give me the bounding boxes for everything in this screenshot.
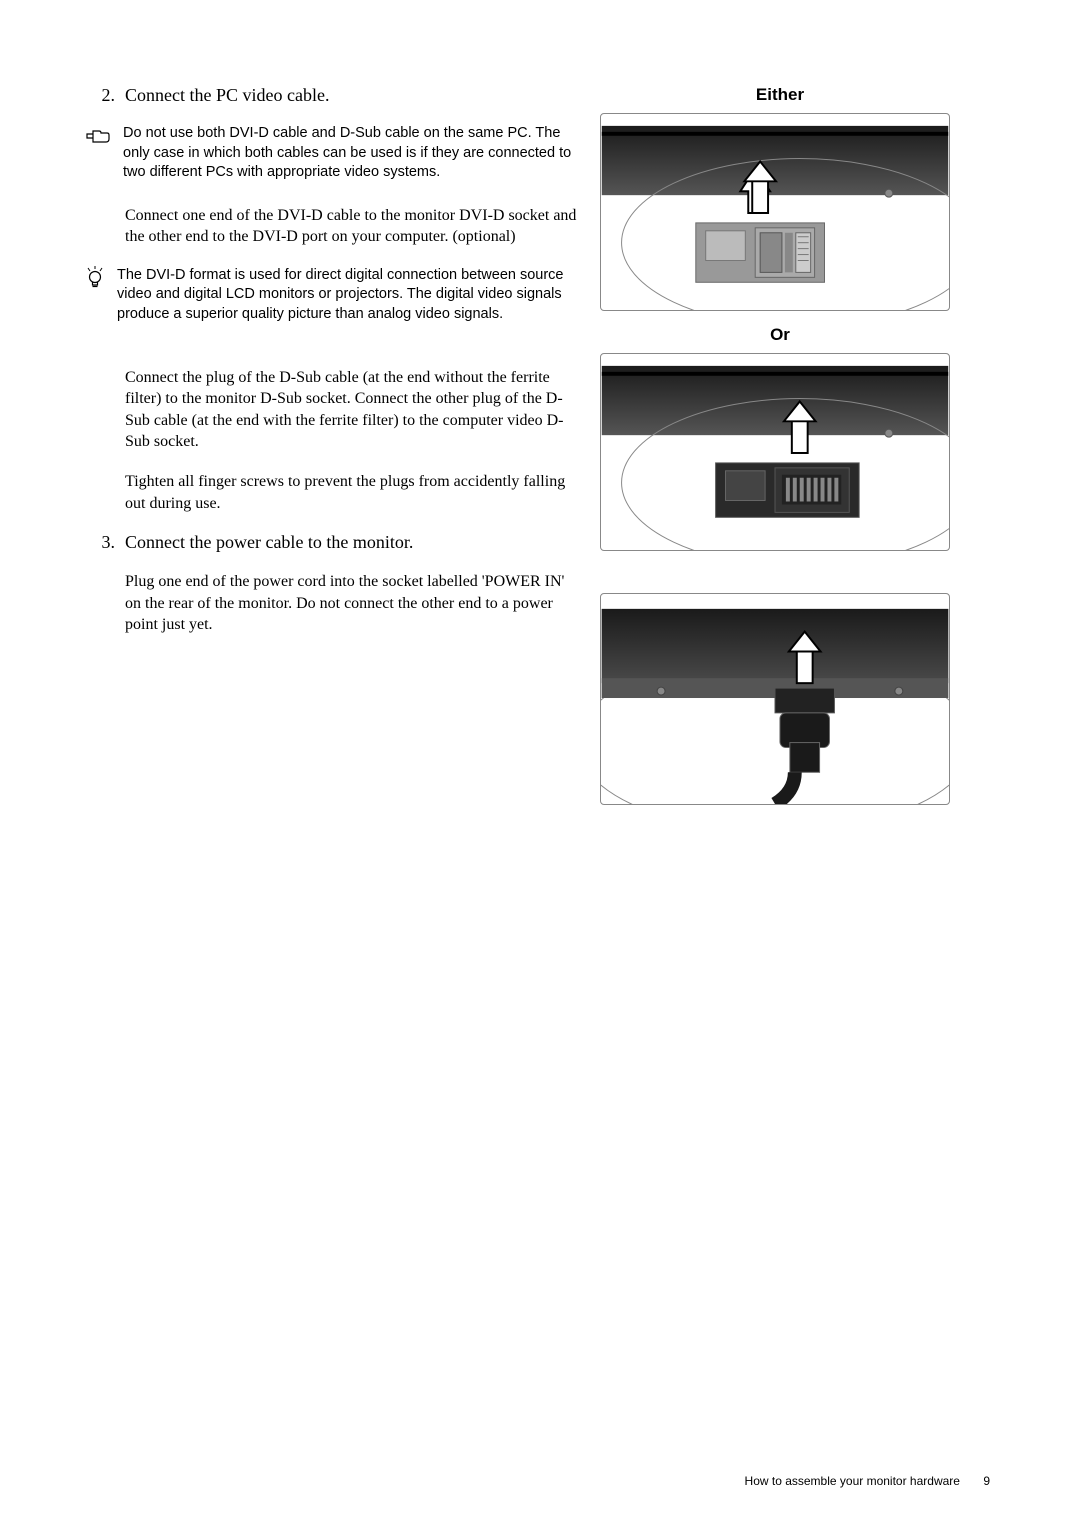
content-wrapper: 2. Connect the PC video cable. Do not us… bbox=[90, 85, 990, 819]
hand-point-icon bbox=[85, 126, 111, 146]
body-tighten-instruction: Tighten all finger screws to prevent the… bbox=[125, 471, 580, 514]
note-caution-text: Do not use both DVI-D cable and D-Sub ca… bbox=[123, 124, 580, 183]
note-tip: The DVI-D format is used for direct digi… bbox=[85, 266, 580, 325]
step-2-title: Connect the PC video cable. bbox=[125, 85, 329, 106]
body-dsub-instruction: Connect the plug of the D-Sub cable (at … bbox=[125, 367, 580, 453]
left-column: 2. Connect the PC video cable. Do not us… bbox=[90, 85, 580, 819]
note-tip-text: The DVI-D format is used for direct digi… bbox=[117, 266, 580, 325]
power-diagram bbox=[600, 593, 950, 805]
right-column: Either bbox=[600, 85, 960, 819]
body-power-instruction: Plug one end of the power cord into the … bbox=[125, 571, 580, 636]
step-2-header: 2. Connect the PC video cable. bbox=[90, 85, 580, 106]
footer-page-number: 9 bbox=[983, 1474, 990, 1488]
step-2-number: 2. bbox=[90, 85, 115, 106]
or-label: Or bbox=[600, 325, 960, 345]
note-caution: Do not use both DVI-D cable and D-Sub ca… bbox=[85, 124, 580, 183]
step-3-header: 3. Connect the power cable to the monito… bbox=[90, 532, 580, 553]
dvi-diagram bbox=[600, 113, 950, 311]
page-footer: How to assemble your monitor hardware 9 bbox=[745, 1474, 990, 1488]
body-dvi-instruction: Connect one end of the DVI-D cable to th… bbox=[125, 205, 580, 248]
lightbulb-icon bbox=[85, 266, 105, 288]
step-3-title: Connect the power cable to the monitor. bbox=[125, 532, 413, 553]
footer-text: How to assemble your monitor hardware bbox=[745, 1474, 960, 1488]
step-3-number: 3. bbox=[90, 532, 115, 553]
page-container: 2. Connect the PC video cable. Do not us… bbox=[0, 0, 1080, 1528]
either-label: Either bbox=[600, 85, 960, 105]
dsub-diagram bbox=[600, 353, 950, 551]
